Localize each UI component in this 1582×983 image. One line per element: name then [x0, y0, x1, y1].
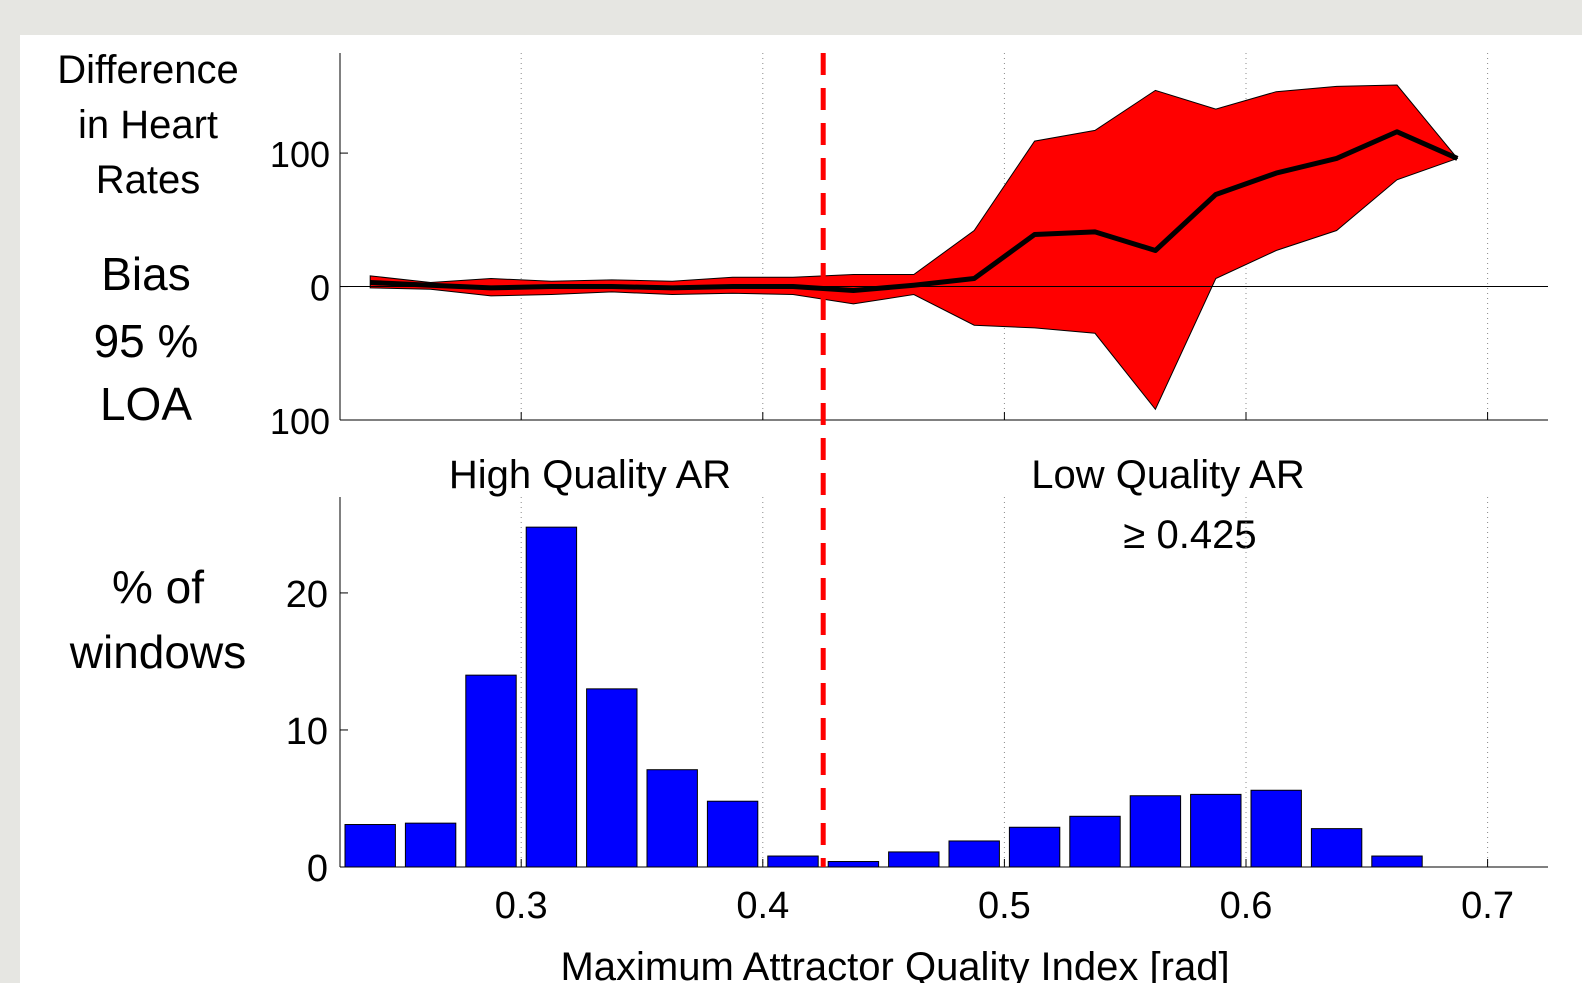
histogram-bar [586, 688, 638, 868]
histogram-bar [1250, 789, 1302, 868]
bias-line [370, 129, 1459, 294]
bottom-ylabel: % of [112, 561, 204, 613]
histogram-bar [404, 822, 457, 868]
histogram-bar [706, 800, 759, 868]
histogram-bar [767, 855, 819, 868]
x-tick-label: 0.4 [736, 885, 789, 927]
top-y-tick-label: 100 [270, 134, 330, 175]
histogram-bar [888, 851, 940, 868]
region-label-threshold: ≥ 0.425 [1123, 513, 1256, 557]
histogram-bar [1190, 793, 1242, 868]
histogram-bar [525, 526, 578, 868]
x-tick-label: 0.7 [1461, 885, 1514, 927]
loa-band [369, 84, 1459, 411]
histogram-bar [646, 769, 698, 868]
top-y-tick-label: 0 [310, 268, 330, 309]
bottom-ylabel: windows [69, 626, 246, 678]
bottom-y-tick-label: 20 [286, 574, 328, 616]
histogram-bar [465, 674, 517, 868]
bottom-y-tick-label: 0 [307, 848, 328, 890]
region-label-low: Low Quality AR [1031, 453, 1304, 497]
x-axis-label: Maximum Attractor Quality Index [rad] [560, 945, 1229, 983]
histogram-bar [1129, 795, 1182, 868]
x-tick-label: 0.6 [1220, 885, 1273, 927]
legend-loa: 95 % [94, 315, 199, 367]
top-ylabel: Rates [96, 158, 201, 202]
legend-bias: Bias [101, 248, 190, 300]
x-tick-label: 0.5 [978, 885, 1031, 927]
top-ylabel: Difference [57, 48, 239, 92]
region-label-high: High Quality AR [449, 453, 731, 497]
histogram-bar [344, 824, 396, 868]
legend-loa: LOA [100, 378, 192, 430]
histogram-bar [948, 840, 1000, 868]
histogram-bar [1371, 855, 1423, 868]
x-tick-label: 0.3 [495, 885, 548, 927]
histogram-bar [1008, 826, 1061, 868]
bottom-y-tick-label: 10 [286, 711, 328, 753]
top-ylabel: in Heart [78, 103, 218, 147]
histogram-bar [1069, 815, 1121, 868]
histogram-bar [1310, 828, 1363, 868]
top-y-tick-label: 100 [270, 401, 330, 442]
histogram-bar [827, 861, 880, 868]
